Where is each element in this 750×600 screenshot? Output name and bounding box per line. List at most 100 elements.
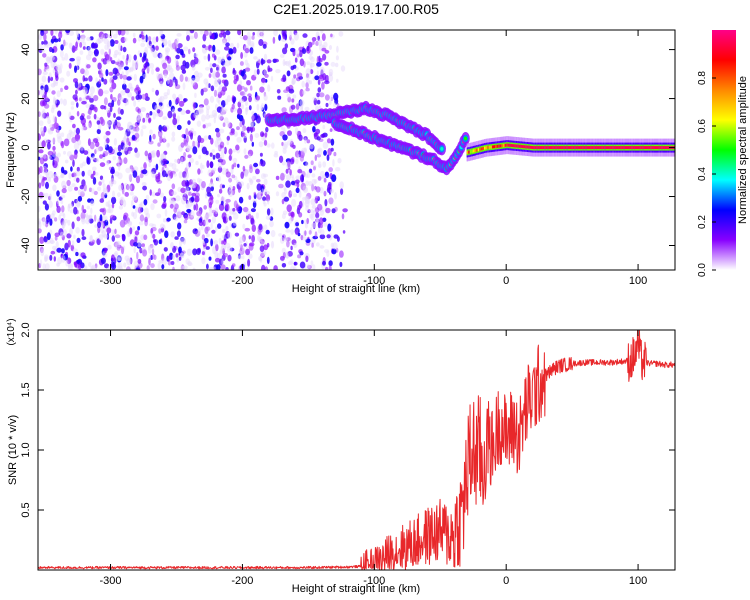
spectrogram-noise-cell <box>221 243 227 251</box>
spectrogram-noise-cell <box>185 127 189 136</box>
spectrogram-noise-cell <box>151 68 154 75</box>
spectrogram-noise-cell <box>110 182 114 187</box>
spectrogram-noise-cell <box>140 42 146 48</box>
spectrogram-noise-cell <box>194 230 201 237</box>
spectrogram-tail-core <box>571 146 573 150</box>
spectrogram-noise-cell <box>149 223 154 227</box>
spectrogram-noise-cell <box>76 216 81 222</box>
spectrogram-noise-cell <box>326 250 330 257</box>
spectrogram-noise-cell <box>97 186 102 192</box>
spectrogram-noise-cell <box>306 73 309 78</box>
spectrogram-noise-cell <box>99 214 103 222</box>
spectrogram-noise-cell <box>247 149 254 157</box>
spectrogram-noise-cell <box>99 72 104 79</box>
spectrogram-noise-cell <box>126 76 132 81</box>
spectrogram-noise-cell <box>192 82 199 90</box>
spectrogram-noise-cell <box>150 263 155 269</box>
spectrogram-noise-cell <box>320 30 324 34</box>
spectrogram-noise-cell <box>252 32 255 36</box>
spectrogram-tail-core <box>473 149 475 153</box>
spectrogram-noise-cell <box>190 59 196 68</box>
spectrogram-noise-cell <box>272 36 276 44</box>
spectrogram-noise-cell <box>50 30 54 36</box>
spectrogram-noise-cell <box>84 77 88 82</box>
spectrogram-noise-cell <box>216 264 221 270</box>
spectrogram-noise-cell <box>93 113 97 120</box>
spectrogram-noise-cell <box>193 31 198 39</box>
spectrogram-tail-core <box>664 146 666 150</box>
spectrogram-noise-cell <box>323 150 327 156</box>
spectrogram-noise-cell <box>157 262 161 270</box>
spectrogram-noise-cell <box>144 216 148 223</box>
spectrogram-noise-cell <box>283 89 289 93</box>
spectrogram-noise-cell <box>229 247 235 252</box>
spectrogram-noise-cell <box>288 218 293 224</box>
spectrogram-noise-cell <box>42 263 46 270</box>
spectrogram-noise-cell <box>281 263 287 268</box>
spectrogram-noise-cell <box>224 46 230 51</box>
spectrogram-noise-cell <box>141 169 148 175</box>
spectrogram-noise-cell <box>220 245 226 251</box>
spectrogram-tail-core <box>531 146 534 149</box>
spectrogram-noise-cell <box>246 182 250 190</box>
spectrogram-noise-cell <box>140 107 146 112</box>
spectrogram-noise-cell <box>247 258 251 267</box>
spectrogram-noise-cell <box>239 61 244 66</box>
spectrogram-noise-cell <box>148 36 152 42</box>
spectrogram-noise-cell <box>44 257 48 262</box>
spectrogram-noise-cell <box>123 66 129 71</box>
spectrogram-noise-cell <box>61 221 67 227</box>
spectrogram-noise-cell <box>145 194 150 202</box>
spectrogram-noise-cell <box>312 126 316 133</box>
spectrogram-noise-cell <box>189 214 194 220</box>
spectrogram-noise-cell <box>233 74 239 81</box>
spectrogram-tail-core <box>517 144 519 148</box>
spectrogram-noise-cell <box>169 197 175 205</box>
spectrogram-noise-cell <box>180 237 186 244</box>
spectrogram-noise-cell <box>81 228 85 237</box>
spectrogram-tail-core <box>591 146 594 150</box>
spectrogram-noise-cell <box>318 164 322 168</box>
spectrogram-noise-cell <box>303 147 308 154</box>
spectrogram-noise-cell <box>214 250 219 259</box>
spectrogram-noise-cell <box>220 141 225 148</box>
spectrogram-noise-cell <box>129 174 133 183</box>
spectrogram-noise-cell <box>102 187 109 196</box>
spectrogram-noise-cell <box>176 115 181 122</box>
spectrogram-noise-cell <box>139 75 144 84</box>
spectrogram-noise-cell <box>155 163 159 171</box>
spectrogram-noise-cell <box>162 158 168 165</box>
snr-data-point <box>657 362 659 364</box>
spectrogram-noise-cell <box>43 33 47 42</box>
spectrogram-tail-core <box>558 146 560 150</box>
spectrogram-noise-cell <box>51 104 57 110</box>
spectrogram-noise-cell <box>138 221 144 226</box>
spectrogram-noise-cell <box>241 246 245 252</box>
snr-data-point <box>498 419 500 421</box>
spectrogram-noise-cell <box>71 137 77 144</box>
spectrogram-noise-cell <box>112 67 119 75</box>
spectrogram-noise-cell <box>140 166 144 171</box>
snr-y-tick-label: 1.0 <box>20 442 32 457</box>
spectrogram-noise-cell <box>157 132 163 137</box>
spectrogram-noise-cell <box>314 154 317 161</box>
snr-data-point <box>571 362 573 364</box>
spectrogram-tail-core <box>667 146 670 150</box>
spectrogram-noise-cell <box>38 156 41 161</box>
spectrogram-noise-cell <box>61 188 67 194</box>
spectrogram-noise-cell <box>339 250 344 258</box>
spectrogram-noise-cell <box>215 71 220 78</box>
spectrogram-noise-cell <box>249 47 254 54</box>
spectrogram-lower-track-core <box>464 136 468 141</box>
spectrogram-noise-cell <box>317 39 323 47</box>
spectrogram-noise-cell <box>203 98 209 106</box>
spectrogram-noise-cell <box>294 127 299 135</box>
spectrogram-noise-cell <box>38 68 42 76</box>
spectrogram-noise-cell <box>258 191 262 198</box>
spectrogram-tail-core <box>596 146 598 150</box>
spectrogram-noise-cell <box>319 209 325 216</box>
spectrogram-noise-cell <box>39 127 45 134</box>
spectrogram-noise-cell <box>127 59 131 63</box>
spectrogram-noise-cell <box>310 62 315 68</box>
spectrogram-noise-cell <box>279 236 285 244</box>
